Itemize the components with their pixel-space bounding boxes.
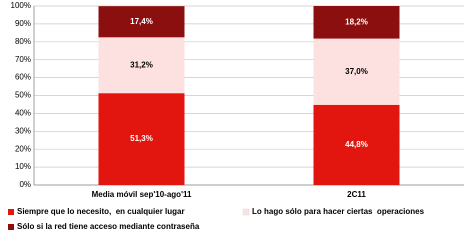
y-tick-label: 60% bbox=[15, 73, 31, 82]
bar-segment bbox=[98, 37, 185, 94]
legend-swatch bbox=[242, 208, 250, 216]
y-tick-label: 50% bbox=[15, 91, 31, 100]
y-tick-label: 40% bbox=[15, 109, 31, 118]
value-label: 31,2% bbox=[130, 60, 153, 69]
y-tick-label: 0% bbox=[19, 180, 31, 189]
y-tick-label: 100% bbox=[11, 1, 31, 10]
bar-segment bbox=[98, 6, 185, 38]
y-tick-label: 30% bbox=[15, 126, 31, 135]
value-label: 44,8% bbox=[345, 140, 368, 149]
value-label: 18,2% bbox=[345, 17, 368, 26]
x-tick-label: 2C11 bbox=[347, 190, 366, 199]
value-label: 51,3% bbox=[130, 134, 153, 143]
legend-label: Siempre que lo necesito, en cualquier lu… bbox=[17, 207, 185, 216]
bar-segment bbox=[313, 38, 400, 105]
chart: 0% 10% 20% 30% 40% 50% 60% 70% 80% 90% 100% Media m… bbox=[8, 1, 464, 231]
y-tick-label: 10% bbox=[15, 162, 31, 171]
legend-label: Lo hago sólo para hacer ciertas operacio… bbox=[252, 207, 425, 216]
x-tick-label: Media móvil sep'10-ago'11 bbox=[92, 190, 192, 199]
y-tick-label: 80% bbox=[15, 37, 31, 46]
y-tick-label: 90% bbox=[15, 19, 31, 28]
bar-segment bbox=[98, 93, 185, 185]
legend-swatch bbox=[8, 209, 14, 215]
y-tick-label: 70% bbox=[15, 55, 31, 64]
value-label: 17,4% bbox=[130, 17, 153, 26]
y-tick-label: 20% bbox=[15, 144, 31, 153]
value-label: 37,0% bbox=[345, 67, 368, 76]
legend-swatch bbox=[8, 224, 14, 230]
bar-segment bbox=[313, 6, 400, 39]
bar-segment bbox=[313, 104, 400, 185]
legend-label: Sólo si la red tiene acceso mediante con… bbox=[17, 222, 200, 231]
